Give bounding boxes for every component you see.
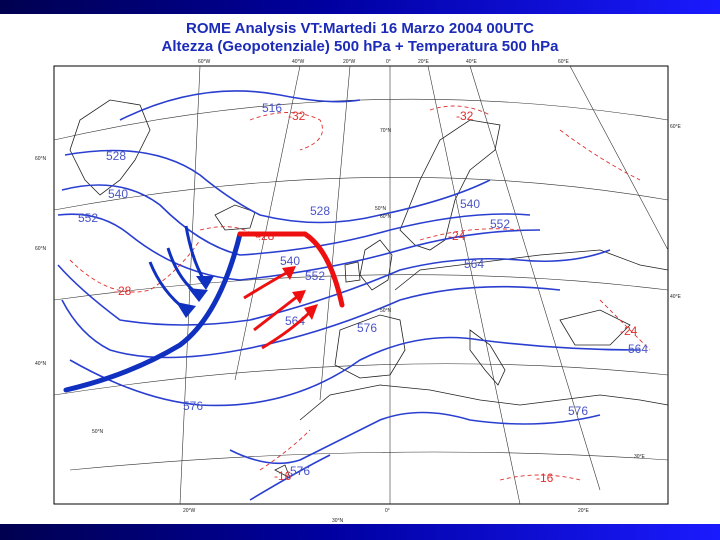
- iceland-coast: [214, 204, 256, 231]
- graticule-label: 50°N: [380, 308, 392, 314]
- italy-coast: [469, 329, 506, 386]
- scandinavia-coast: [399, 119, 501, 251]
- geopotential-label: 540: [108, 187, 128, 201]
- geopotential-label: 552: [78, 211, 98, 225]
- graticule-label: 20°E: [578, 508, 590, 514]
- temperature-label: -16: [536, 471, 554, 485]
- ireland-coast: [344, 261, 361, 283]
- geopotential-label: 528: [310, 204, 330, 218]
- greenland-coast: [69, 99, 151, 196]
- graticule-label: 20°W: [343, 59, 356, 65]
- uk-coast: [359, 239, 393, 291]
- geopotential-label: 516: [262, 101, 282, 115]
- graticule-label: 30°N: [332, 518, 344, 524]
- graticule-label: 60°W: [198, 59, 211, 65]
- geopotential-label: 552: [305, 269, 325, 283]
- geopotential-label: 576: [183, 399, 203, 413]
- graticule-labels: 60°W 40°W 20°W 0° 20°E 40°E 60°E 60°N 70…: [35, 59, 682, 524]
- cold-air-arrows: [148, 225, 214, 318]
- graticule-label: 50°N: [375, 206, 387, 212]
- africa-coast: [299, 384, 669, 421]
- geopotential-label: 540: [280, 254, 300, 268]
- geopotential-label: 564: [285, 314, 305, 328]
- temperature-labels: -32 -32 -28 -24 -28 -16 -16 -24: [114, 109, 638, 485]
- temperature-label: -24: [620, 324, 638, 338]
- warm-air-arrows: [243, 266, 318, 350]
- graticule-label: 20°E: [418, 59, 430, 65]
- graticule-label: 60°N: [35, 156, 47, 162]
- graticule-label: 40°W: [292, 59, 305, 65]
- graticule-label: 0°: [385, 508, 390, 514]
- graticule-label: 60°E: [558, 59, 570, 65]
- iberia-coast: [334, 314, 406, 379]
- geopotential-label: 576: [357, 321, 377, 335]
- geopotential-label: 576: [568, 404, 588, 418]
- bottom-banner: [0, 524, 720, 540]
- geopotential-label: 552: [490, 217, 510, 231]
- temperature-label: -24: [448, 229, 466, 243]
- temperature-contours: [69, 105, 651, 481]
- geopotential-label: 564: [628, 342, 648, 356]
- graticule-label: 40°N: [35, 361, 47, 367]
- geopotential-labels: 516 528 540 552 528 540 552 564 552 540 …: [78, 101, 648, 478]
- geopotential-label: 564: [464, 257, 484, 271]
- coastlines: [69, 99, 669, 479]
- graticule-label: 70°N: [380, 128, 392, 134]
- geopotential-label: 540: [460, 197, 480, 211]
- temperature-label: -32: [288, 109, 306, 123]
- graticule-label: 50°N: [92, 429, 104, 435]
- graticule-label: 40°E: [466, 59, 478, 65]
- canary-coast: [274, 464, 291, 479]
- temperature-label: -28: [114, 284, 132, 298]
- page-subtitle: Altezza (Geopotenziale) 500 hPa + Temper…: [161, 38, 559, 55]
- geopotential-contours: [57, 90, 641, 501]
- graticule-label: 0°: [386, 59, 391, 65]
- page-title: ROME Analysis VT:Martedi 16 Marzo 2004 0…: [186, 20, 534, 37]
- europe-coast: [394, 249, 669, 291]
- geopotential-label: 528: [106, 149, 126, 163]
- top-banner: [0, 0, 720, 14]
- black-sea-coast: [559, 309, 631, 346]
- graticule-label: 30°E: [634, 454, 646, 460]
- graticule-label: 20°W: [183, 508, 196, 514]
- cold-front-line: [63, 231, 243, 393]
- warm-front-line: [237, 231, 345, 308]
- graticule-label: 40°E: [670, 294, 682, 300]
- graticule-label: 60°E: [670, 124, 682, 130]
- geopotential-label: 576: [290, 464, 310, 478]
- graticule-label: 60°N: [380, 214, 392, 220]
- graticule-label: 60°N: [35, 246, 47, 252]
- temperature-label: -32: [456, 109, 474, 123]
- temperature-label: -16: [274, 469, 292, 483]
